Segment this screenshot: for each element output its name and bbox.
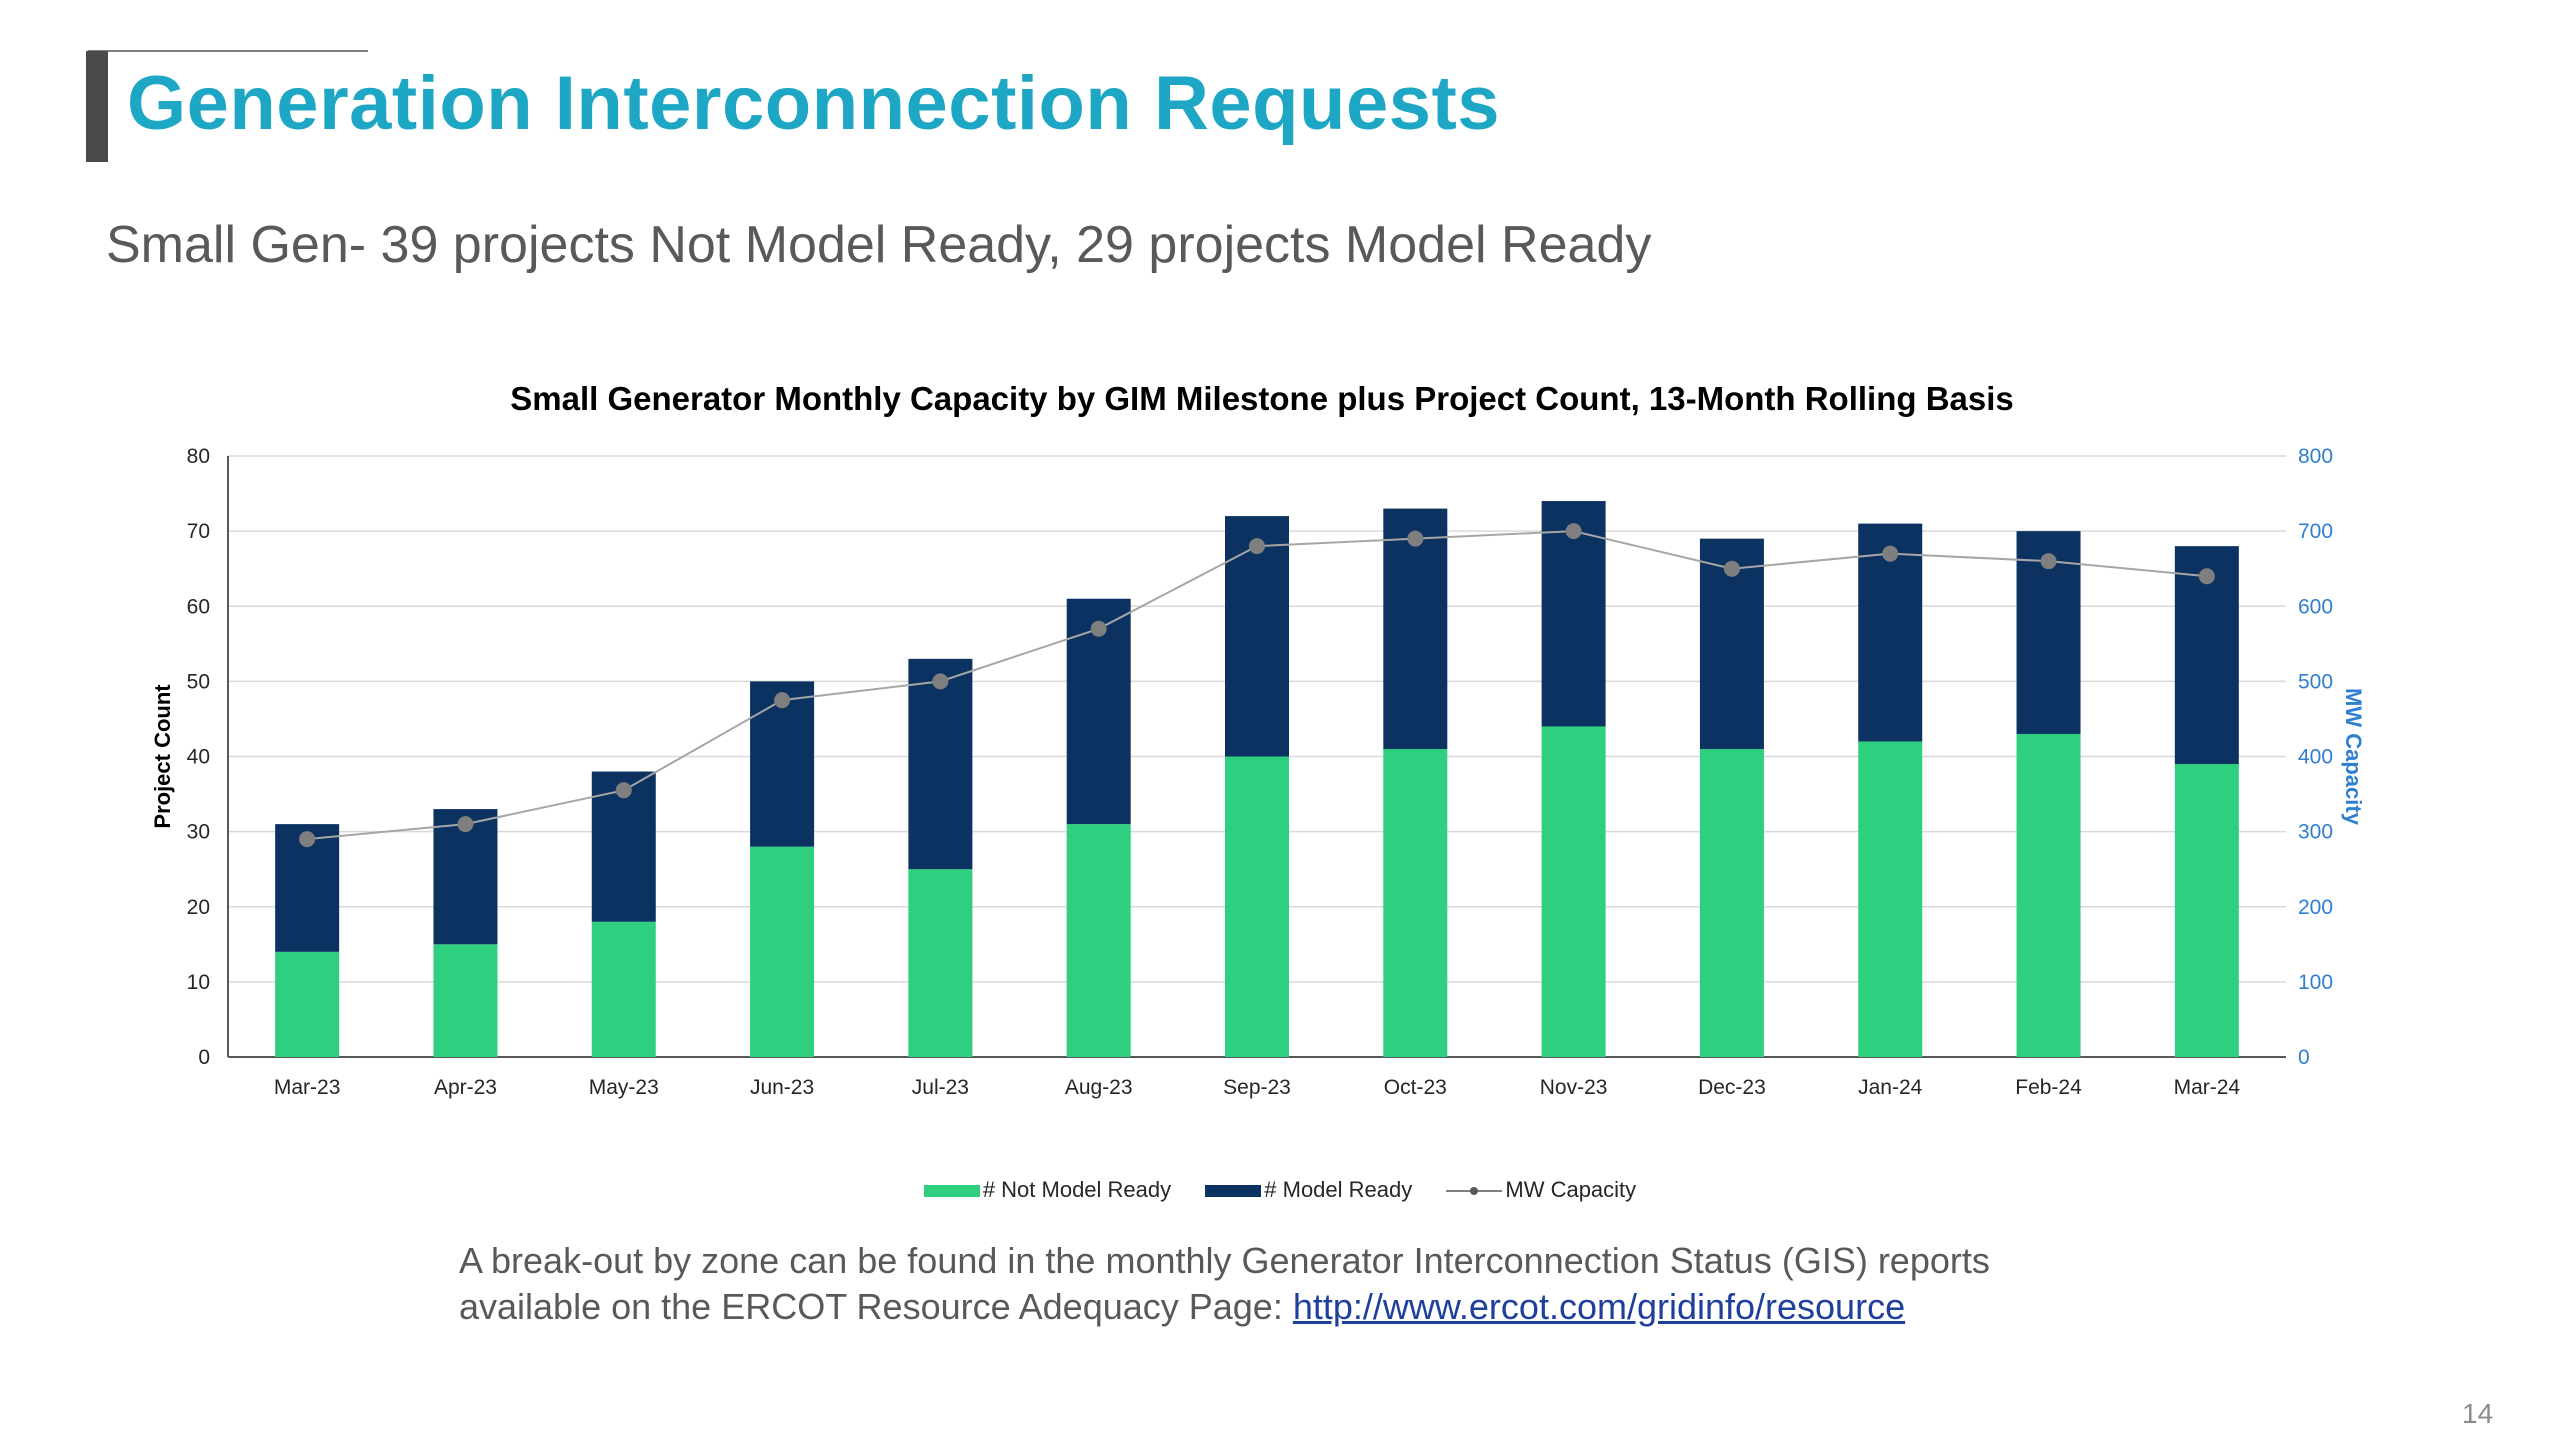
- mw-capacity-point: [1565, 523, 1582, 540]
- legend-item-mw-capacity: MW Capacity: [1446, 1177, 1636, 1203]
- bar-not-model-ready: [275, 951, 340, 1057]
- y-tick-label: 0: [198, 1046, 210, 1069]
- bar-not-model-ready: [750, 846, 815, 1057]
- y-tick-label: 10: [187, 971, 210, 994]
- mw-capacity-point: [2040, 553, 2057, 570]
- y-tick-label: 80: [187, 445, 210, 468]
- y-axis-title: Project Count: [150, 684, 175, 829]
- x-tick-label: Mar-23: [274, 1076, 341, 1099]
- mw-capacity-point: [2198, 568, 2215, 585]
- ercot-resource-link[interactable]: http://www.ercot.com/gridinfo/resource: [1292, 1286, 1906, 1327]
- x-tick-label: Oct-23: [1384, 1076, 1447, 1099]
- mw-capacity-point: [1407, 530, 1424, 547]
- x-tick-label: Apr-23: [434, 1076, 497, 1099]
- bar-not-model-ready: [591, 921, 656, 1057]
- bar-not-model-ready: [433, 944, 498, 1057]
- mw-capacity-point: [615, 782, 632, 799]
- y2-tick-label: 100: [2298, 971, 2333, 994]
- x-tick-label: Sep-23: [1223, 1076, 1291, 1099]
- legend-item-model-ready: # Model Ready: [1205, 1177, 1412, 1203]
- bar-not-model-ready: [2174, 764, 2239, 1057]
- mw-capacity-point: [299, 831, 316, 848]
- y2-axis-title: MW Capacity: [2341, 688, 2366, 826]
- bar-not-model-ready: [2016, 733, 2081, 1057]
- slide-subtitle: Small Gen- 39 projects Not Model Ready, …: [106, 216, 1652, 274]
- y-tick-label: 20: [187, 896, 210, 919]
- y2-tick-label: 300: [2298, 821, 2333, 844]
- mw-capacity-point: [457, 816, 474, 833]
- mw-capacity-point: [1090, 620, 1107, 637]
- y-tick-label: 70: [187, 520, 210, 543]
- legend-line-mw-capacity: [1446, 1184, 1503, 1198]
- bar-not-model-ready: [1383, 748, 1448, 1057]
- x-tick-label: May-23: [589, 1076, 659, 1099]
- resource-note: A break-out by zone can be found in the …: [459, 1238, 1990, 1330]
- resource-note-prefix: available on the ERCOT Resource Adequacy…: [459, 1286, 1293, 1327]
- x-tick-label: Aug-23: [1065, 1076, 1133, 1099]
- bar-model-ready: [750, 681, 815, 847]
- resource-note-line-2: available on the ERCOT Resource Adequacy…: [459, 1284, 1990, 1330]
- bar-model-ready: [908, 658, 973, 870]
- y2-tick-label: 700: [2298, 520, 2333, 543]
- y2-tick-label: 500: [2298, 670, 2333, 693]
- y-tick-label: 30: [187, 821, 210, 844]
- x-tick-label: Nov-23: [1540, 1076, 1608, 1099]
- y2-tick-label: 400: [2298, 746, 2333, 769]
- chart-legend: # Not Model Ready # Model Ready MW Capac…: [0, 1176, 2560, 1203]
- bar-not-model-ready: [1699, 748, 1764, 1057]
- y-tick-label: 50: [187, 670, 210, 693]
- capacity-chart: Small Generator Monthly Capacity by GIM …: [150, 380, 2366, 1099]
- resource-note-line-1: A break-out by zone can be found in the …: [459, 1240, 1990, 1281]
- x-tick-label: Dec-23: [1698, 1076, 1766, 1099]
- legend-item-not-model-ready: # Not Model Ready: [923, 1177, 1172, 1203]
- bar-model-ready: [1383, 508, 1448, 749]
- x-tick-label: Jan-24: [1858, 1076, 1923, 1099]
- bar-not-model-ready: [1066, 824, 1131, 1057]
- title-accent-bar: [86, 51, 108, 162]
- y2-tick-label: 200: [2298, 896, 2333, 919]
- legend-swatch-model-ready: [1205, 1185, 1262, 1198]
- bar-not-model-ready: [1225, 756, 1289, 1057]
- slide-title: Generation Interconnection Requests: [127, 61, 1501, 146]
- x-tick-label: Jul-23: [912, 1076, 969, 1099]
- legend-label-not-model-ready: # Not Model Ready: [982, 1177, 1172, 1203]
- bar-not-model-ready: [908, 869, 973, 1057]
- title-top-rule: [88, 50, 368, 52]
- x-tick-label: Feb-24: [2015, 1076, 2082, 1099]
- mw-capacity-point: [932, 673, 949, 690]
- y-tick-label: 60: [187, 595, 210, 618]
- y2-tick-label: 600: [2298, 595, 2333, 618]
- mw-capacity-point: [1723, 560, 1740, 577]
- mw-capacity-point: [1249, 538, 1265, 555]
- mw-capacity-point: [774, 692, 791, 709]
- bar-not-model-ready: [1858, 741, 1923, 1057]
- x-tick-label: Jun-23: [750, 1076, 814, 1099]
- chart-title: Small Generator Monthly Capacity by GIM …: [510, 380, 2014, 417]
- page-number: 14: [2462, 1398, 2494, 1429]
- x-tick-label: Mar-24: [2174, 1076, 2241, 1099]
- mw-capacity-point: [1882, 545, 1899, 562]
- y2-tick-label: 0: [2298, 1046, 2310, 1069]
- legend-label-model-ready: # Model Ready: [1264, 1177, 1413, 1203]
- y-tick-label: 40: [187, 746, 210, 769]
- bar-not-model-ready: [1541, 726, 1606, 1057]
- y2-tick-label: 800: [2298, 445, 2333, 468]
- legend-swatch-not-model-ready: [923, 1185, 980, 1198]
- legend-label-mw-capacity: MW Capacity: [1505, 1177, 1637, 1203]
